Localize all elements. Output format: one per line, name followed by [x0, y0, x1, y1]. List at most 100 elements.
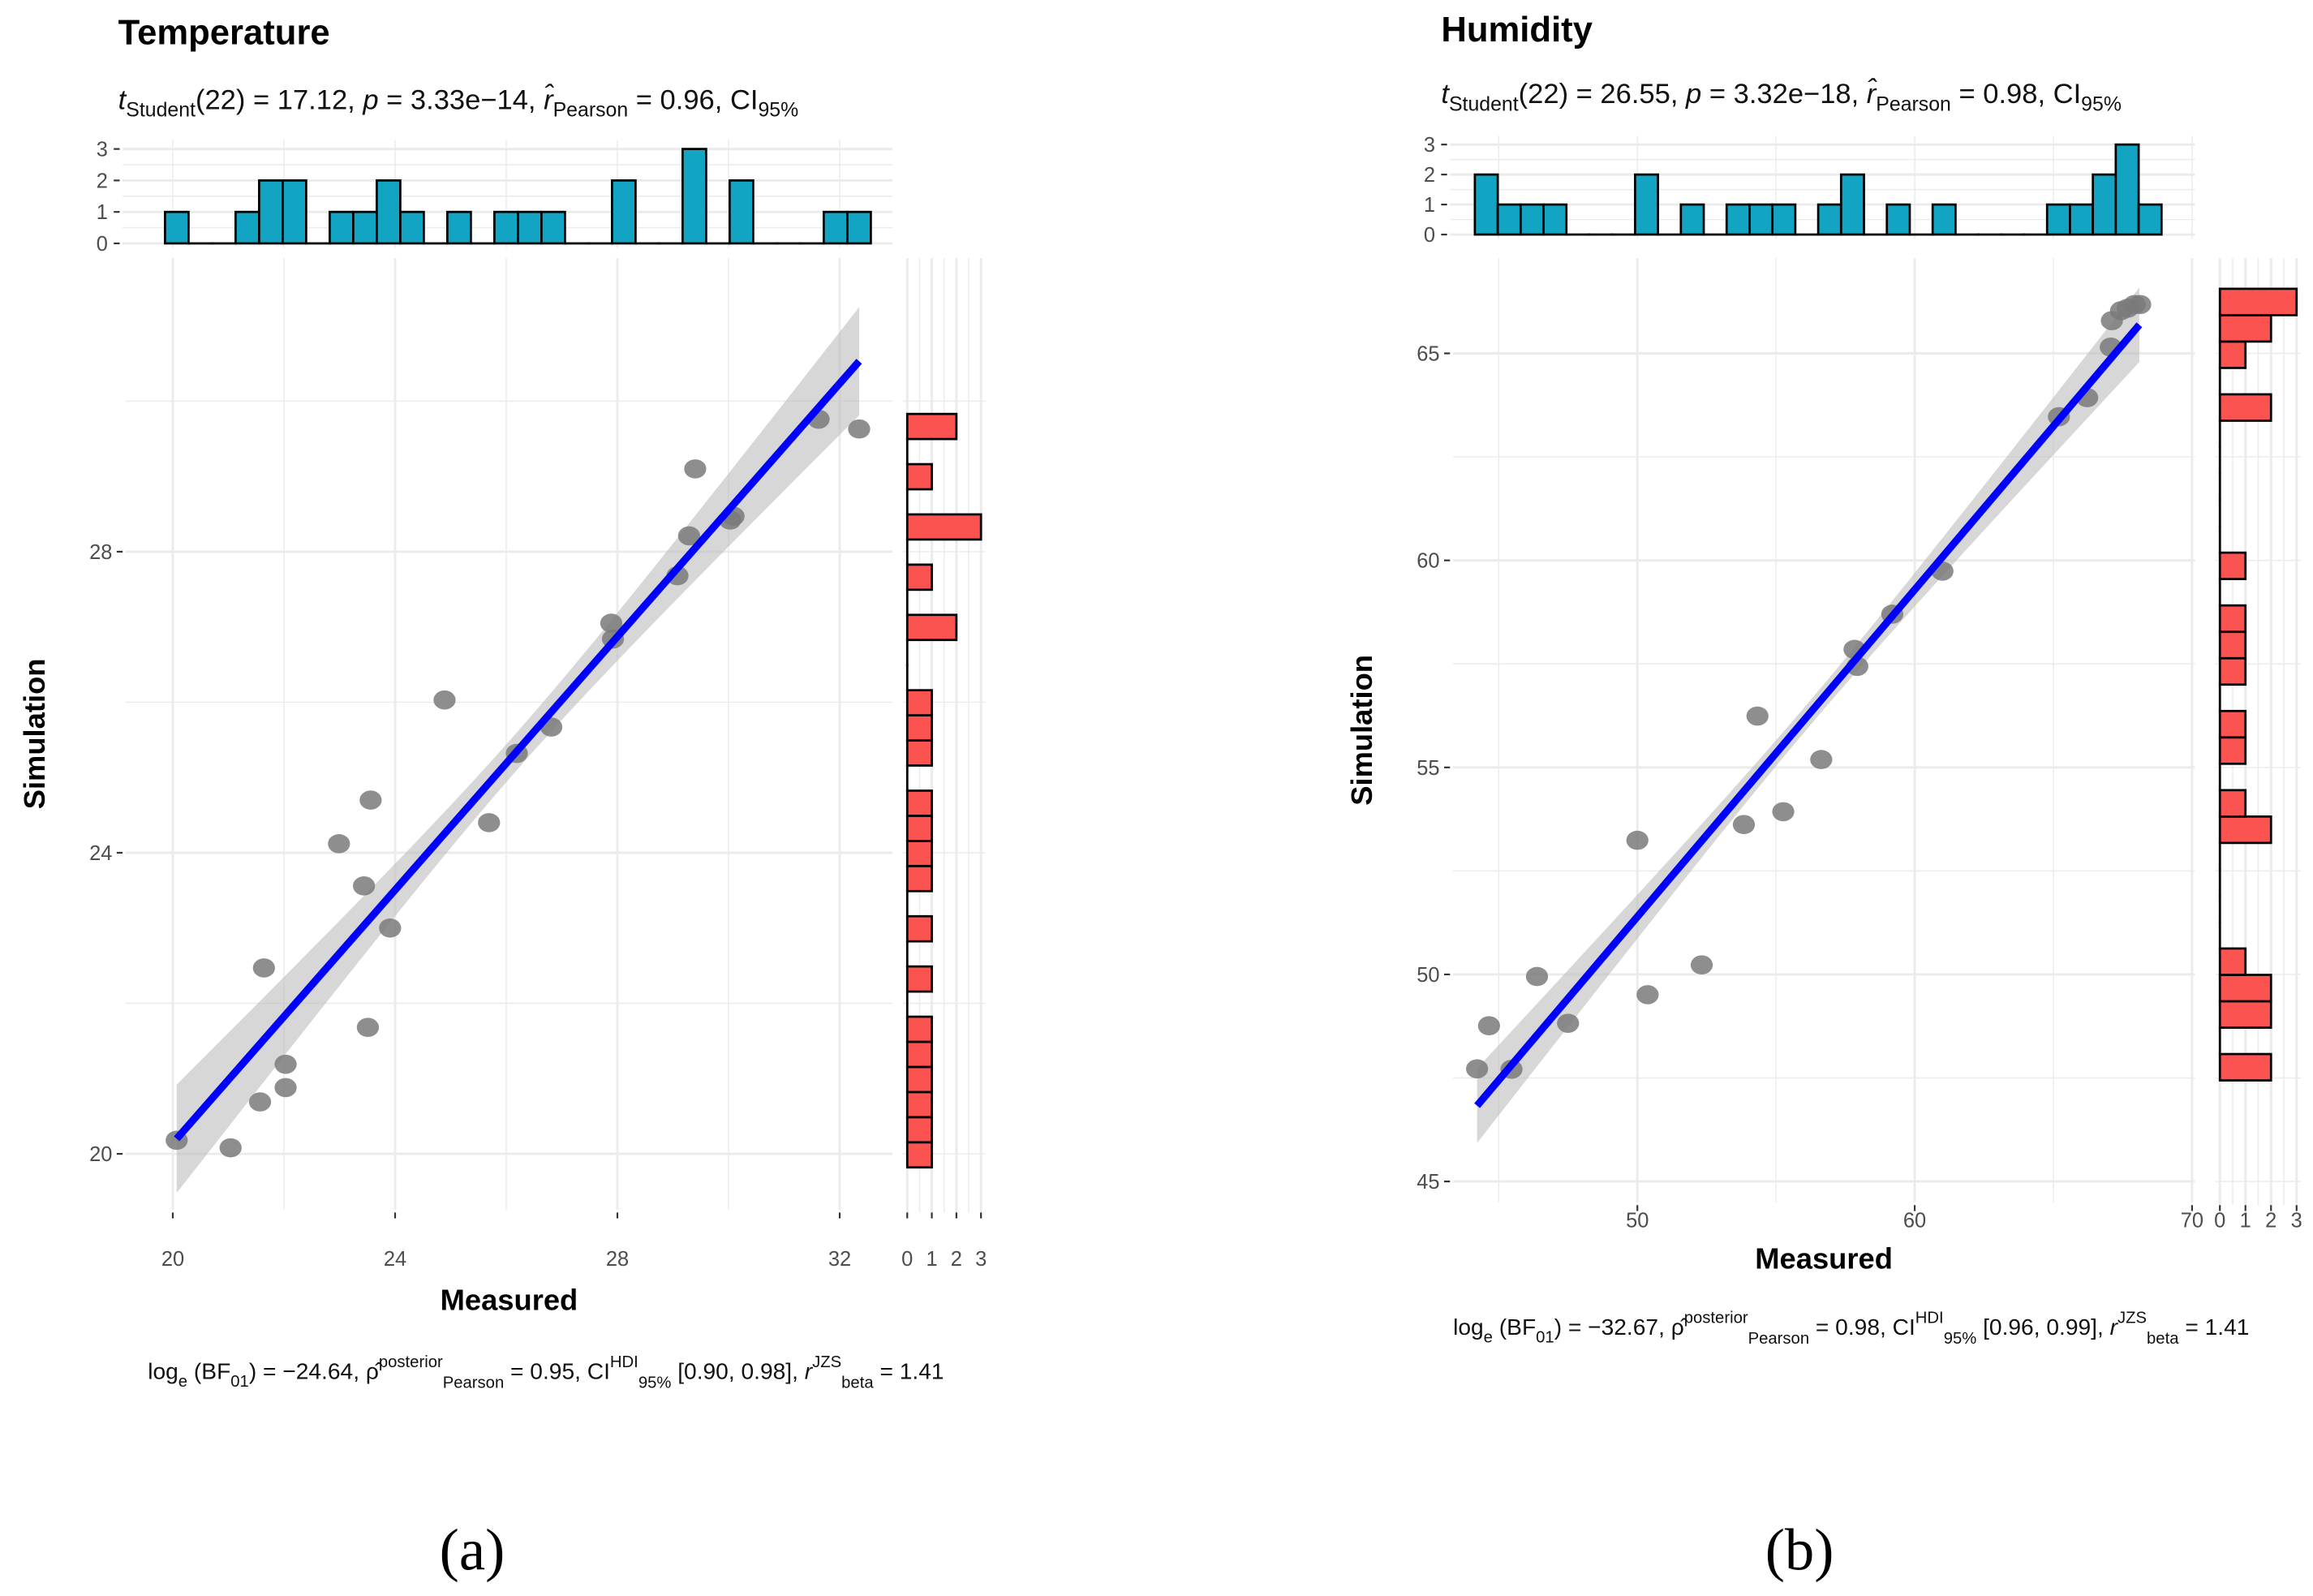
top-hist-bar — [1679, 203, 1705, 236]
data-point — [478, 813, 501, 832]
right-hist-tick-label: 0 — [901, 1248, 913, 1271]
chart-subtitle: tStudent(22) = 26.55, p = 3.32e−18, r̂Pe… — [1441, 77, 2122, 115]
chart-subtitle-segment: Student — [1449, 92, 1519, 115]
top-hist-bar — [282, 179, 307, 245]
data-point — [1746, 706, 1769, 726]
chart-caption-segment: 95% — [638, 1374, 672, 1392]
right-hist-tick-label: 3 — [2291, 1210, 2302, 1232]
y-axis-title: Simulation — [1345, 655, 1378, 806]
top-hist-bar — [446, 210, 472, 245]
chart-subtitle-segment: 95% — [758, 99, 798, 122]
chart-caption-segment: JZS — [812, 1353, 841, 1371]
chart-caption-segment: posterior — [1684, 1310, 1748, 1327]
chart-caption-segment: ρ̂ — [1671, 1314, 1688, 1340]
right-hist-bar — [2218, 789, 2247, 818]
chart-caption-segment: (BF — [1493, 1314, 1536, 1340]
right-hist-bar — [2218, 340, 2247, 369]
top-hist-bar — [1748, 203, 1774, 236]
panel-b-humidity: Humidity tStudent(22) = 26.55, p = 3.32e−… — [1345, 11, 2302, 1348]
chart-subtitle-segment: p — [1685, 79, 1701, 110]
x-axis-title: Measured — [1755, 1241, 1893, 1275]
chart-caption-segment: beta — [2147, 1330, 2179, 1348]
x-tick-label: 60 — [1903, 1210, 1926, 1232]
chart-title: Temperature — [118, 14, 330, 53]
top-hist-bar — [1931, 203, 1957, 236]
right-hist-bar — [2218, 947, 2247, 976]
right-hist-bar — [2218, 815, 2272, 845]
top-hist-bar — [399, 210, 425, 245]
chart-caption-segment: 01 — [230, 1373, 249, 1391]
y-tick-label: 24 — [89, 842, 112, 865]
chart-caption-segment: (BF — [187, 1358, 230, 1384]
top-hist-tick-label: 0 — [97, 233, 108, 256]
right-hist-tick-label: 2 — [951, 1248, 962, 1271]
top-hist-bar — [2114, 143, 2140, 236]
right-hist-bar — [2218, 630, 2247, 660]
data-point — [274, 1078, 297, 1098]
x-tick-label: 70 — [2181, 1210, 2203, 1232]
chart-subtitle-segment: p — [362, 85, 378, 116]
data-point — [1626, 830, 1649, 850]
chart-caption: loge (BF01) = −24.64, ρ̂posteriorPearson… — [148, 1353, 944, 1392]
y-tick-label: 60 — [1417, 550, 1439, 573]
top-hist-tick-label: 3 — [1424, 134, 1435, 157]
top-marginal-histogram: 0 1 2 3 — [1424, 134, 2195, 247]
right-hist-bar — [2218, 974, 2272, 1003]
data-point — [1466, 1059, 1489, 1079]
top-hist-tick-label: 2 — [97, 170, 108, 192]
chart-subtitle-segment: (22) = 26.55, — [1519, 79, 1686, 110]
data-point — [274, 1054, 297, 1074]
top-hist-bar — [823, 210, 849, 245]
top-hist-bar — [681, 148, 707, 245]
top-hist-bar — [164, 210, 190, 245]
chart-subtitle-segment: t — [1441, 79, 1450, 110]
x-axis-title: Measured — [441, 1283, 578, 1316]
data-point — [1690, 955, 1713, 975]
data-point — [1525, 966, 1549, 987]
panel-a-temperature: Temperature tStudent(22) = 17.12, p = 3.3… — [18, 14, 987, 1392]
top-hist-bar — [611, 179, 637, 245]
chart-caption-segment: = 0.98, CI — [1809, 1314, 1915, 1340]
regression-line — [174, 359, 862, 1142]
right-hist-bar — [905, 1141, 933, 1169]
data-point — [433, 690, 456, 710]
chart-caption-segment: [0.96, 0.99], — [1976, 1314, 2109, 1340]
chart-subtitle-segment: t — [118, 85, 127, 116]
top-hist-bar — [493, 210, 519, 245]
top-hist-bar — [729, 179, 755, 245]
chart-caption-segment: posterior — [379, 1353, 443, 1371]
right-hist-bar — [905, 1116, 933, 1144]
x-tick-label: 28 — [606, 1248, 629, 1271]
right-hist-bar — [905, 714, 933, 742]
top-hist-bar — [2092, 173, 2117, 236]
regression-line — [1474, 322, 2143, 1108]
top-hist-bar — [1839, 173, 1865, 236]
x-tick-label: 24 — [384, 1248, 406, 1271]
top-marginal-histogram: 0 1 2 3 — [97, 139, 893, 256]
right-hist-bar — [2218, 1052, 2272, 1082]
y-tick-label: 50 — [1417, 964, 1439, 987]
scatter-grid — [1452, 258, 2195, 1202]
right-hist-bar — [905, 1065, 933, 1094]
right-hist-bar — [905, 815, 933, 842]
right-hist-bar — [2218, 656, 2247, 686]
top-hist-bar — [1496, 203, 1522, 236]
data-point — [328, 834, 350, 854]
right-hist-bar — [2218, 709, 2247, 739]
right-hist-tick-label: 1 — [926, 1248, 937, 1271]
top-hist-bar — [1634, 173, 1659, 236]
chart-caption-segment: r — [805, 1358, 814, 1384]
data-point — [848, 419, 871, 439]
data-point — [1810, 750, 1833, 769]
chart-caption-segment: HDI — [1915, 1310, 1944, 1327]
right-hist-bar — [2218, 736, 2247, 765]
right-hist-bar — [905, 613, 958, 642]
right-hist-bar — [905, 689, 933, 716]
panel-label-a: (a) — [440, 1516, 505, 1582]
y-tick-label: 65 — [1417, 343, 1439, 366]
top-hist-bar — [517, 210, 543, 245]
chart-subtitle-segment: = 0.98, CI — [1951, 79, 2081, 110]
right-hist-bar — [2218, 287, 2298, 316]
data-point — [2129, 295, 2152, 315]
